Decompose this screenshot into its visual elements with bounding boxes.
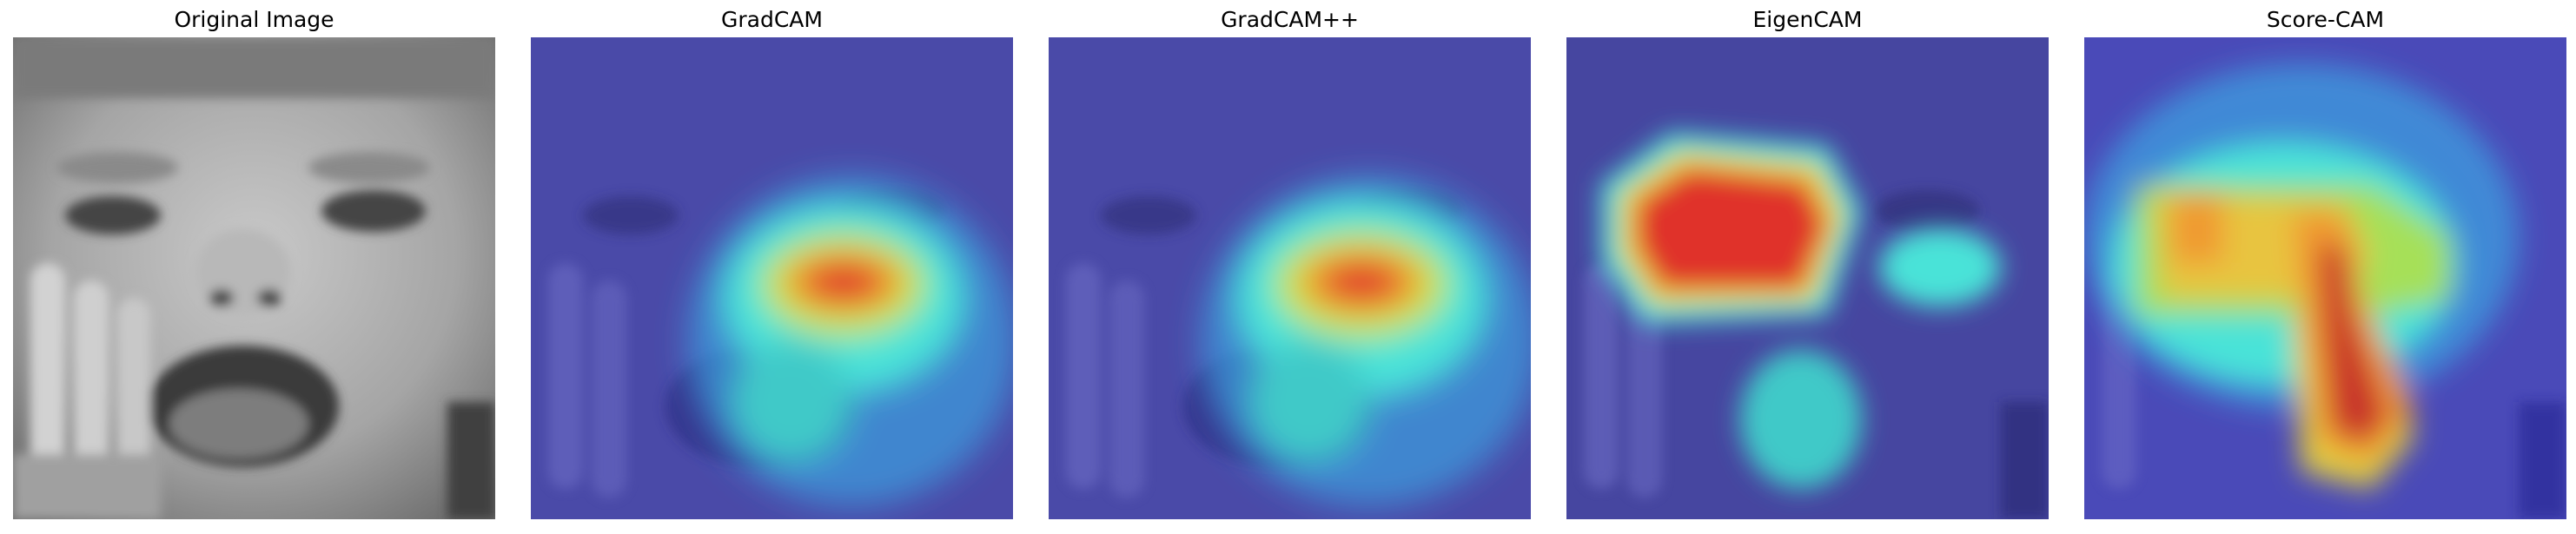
panel-gradcam-plus-plus: GradCAM++	[1049, 0, 1531, 534]
panel-original-image: Original Image	[13, 0, 495, 534]
panel-title: GradCAM++	[1221, 7, 1359, 32]
panel-title: EigenCAM	[1752, 7, 1863, 32]
gradcam-plus-plus-heatmap-image	[1049, 37, 1531, 519]
score-cam-heatmap-image	[2084, 37, 2566, 519]
gradcam-heatmap-image	[531, 37, 1013, 519]
eigencam-heatmap-image	[1566, 37, 2049, 519]
panel-title: GradCAM	[721, 7, 823, 32]
panel-title: Original Image	[174, 7, 334, 32]
panel-eigencam: EigenCAM	[1566, 0, 2049, 534]
panel-title: Score-CAM	[2266, 7, 2385, 32]
original-face-image	[13, 37, 495, 519]
panel-score-cam: Score-CAM	[2084, 0, 2566, 534]
panel-gradcam: GradCAM	[531, 0, 1013, 534]
